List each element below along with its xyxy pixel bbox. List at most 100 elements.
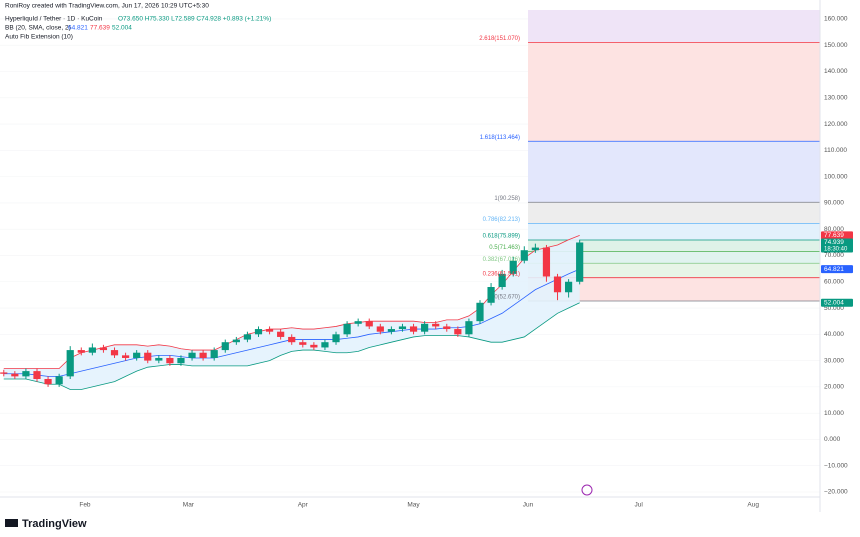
candle-body (77, 350, 85, 353)
event-icon[interactable] (581, 484, 593, 496)
y-tick-label: 150.000 (824, 42, 848, 49)
candle-body (343, 323, 351, 335)
price-label: 52.004 (824, 299, 844, 306)
candle-body (177, 357, 185, 364)
candle-body (133, 352, 141, 358)
symbol: HyperliquId / Tether · 1D · KuCoin (5, 16, 103, 23)
price-label-box (821, 298, 853, 307)
y-tick-label: 0.000 (824, 436, 841, 443)
y-tick-label: 60.000 (824, 278, 844, 285)
candle-body (476, 302, 484, 322)
author-line: RoniRoy created with TradingView.com, Ju… (5, 3, 209, 10)
candle-body (520, 250, 528, 261)
fib-zone (528, 10, 820, 43)
candle-body (22, 371, 30, 377)
candle-body (321, 342, 329, 348)
y-tick-label: 50.000 (824, 305, 844, 312)
y-tick-label: 100.000 (824, 173, 848, 180)
candle-body (88, 347, 96, 353)
price-label-box (821, 265, 853, 274)
y-tick-label: 70.000 (824, 252, 844, 259)
y-tick-label: 80.000 (824, 226, 844, 233)
candle-body (376, 326, 384, 332)
x-tick-label: Apr (298, 502, 309, 509)
candle-body (188, 352, 196, 358)
candle-body (387, 329, 395, 332)
candle-body (509, 260, 517, 274)
x-tick-label: May (407, 502, 420, 509)
fib-label: 0.618(75.899) (483, 234, 520, 240)
fib-label: 0(52.670) (494, 295, 520, 301)
candle-body (66, 350, 74, 377)
candle-body (398, 326, 407, 330)
candle-body (144, 352, 152, 361)
candle-body (564, 281, 573, 293)
candle-body (299, 342, 307, 345)
plot-layer (0, 235, 584, 390)
price-label: 74.939 (824, 239, 844, 246)
x-tick-label: Aug (747, 502, 759, 509)
candle-body (421, 323, 429, 332)
candle-body (288, 336, 296, 343)
y-tick-label: 110.000 (824, 147, 847, 154)
price-countdown: 18:30:40 (824, 247, 848, 253)
x-tick-label: Mar (183, 502, 195, 509)
candle-body (465, 321, 473, 335)
candle-body (121, 355, 130, 358)
bb-label: BB (20, SMA, close, 2) (5, 25, 71, 32)
candle-body (210, 350, 218, 358)
candle-body (542, 247, 551, 277)
x-tick-label: Jun (523, 502, 534, 509)
candle-body (243, 334, 252, 340)
candle-body (332, 334, 340, 343)
price-label-box (821, 238, 853, 253)
price-label: 77.639 (824, 232, 844, 239)
candle-body (487, 287, 495, 303)
fib-zone (528, 239, 820, 252)
candle-body (254, 329, 263, 335)
fib-label: 2.618(151.070) (479, 36, 520, 42)
y-tick-label: 90.000 (824, 200, 844, 207)
y-tick-label: 160.000 (824, 16, 848, 23)
candle-body (110, 350, 119, 356)
bb-lower: 52.004 (112, 25, 132, 32)
candle-body (365, 321, 373, 327)
fib-label: 0.382(67.026) (483, 257, 520, 263)
y-tick-label: 140.000 (824, 68, 848, 75)
candle-body (354, 321, 362, 324)
price-label: 64.821 (824, 266, 844, 273)
candle-body (232, 339, 240, 343)
candle-body (498, 273, 506, 288)
logo-mark (5, 519, 18, 527)
candle-body (155, 357, 163, 361)
x-tick-label: Feb (79, 502, 91, 509)
x-tick-label: Jul (635, 502, 644, 509)
candle-body (265, 329, 274, 332)
fib-label: 0.5(71.463) (489, 245, 520, 251)
candle-body (44, 378, 52, 385)
bb-basis: 64.821 (68, 25, 88, 32)
y-tick-label: 130.000 (824, 94, 848, 101)
price-label-box (821, 231, 853, 240)
candle-body (166, 357, 174, 364)
background-layer (0, 10, 820, 493)
candle-body (576, 242, 584, 282)
candle-body (221, 342, 229, 351)
y-tick-label: 40.000 (824, 331, 844, 338)
fib-zone (528, 251, 820, 264)
fib-zone (528, 202, 820, 224)
fib-zone (528, 42, 820, 142)
y-tick-label: 30.000 (824, 357, 844, 364)
fib-label: Auto Fib Extension (10) (5, 34, 73, 41)
fib-zone (528, 263, 820, 278)
candle-body (199, 352, 207, 358)
candle-body (443, 326, 451, 330)
fib-label: 1.618(113.464) (480, 135, 520, 141)
y-tick-label: −10.000 (824, 462, 848, 469)
y-tick-label: 20.000 (824, 384, 844, 391)
fib-zone (528, 277, 820, 302)
y-tick-label: −20.000 (824, 489, 848, 496)
fib-label: 0.786(82.213) (483, 217, 520, 223)
fib-label: 0.236(61.541) (483, 271, 520, 277)
